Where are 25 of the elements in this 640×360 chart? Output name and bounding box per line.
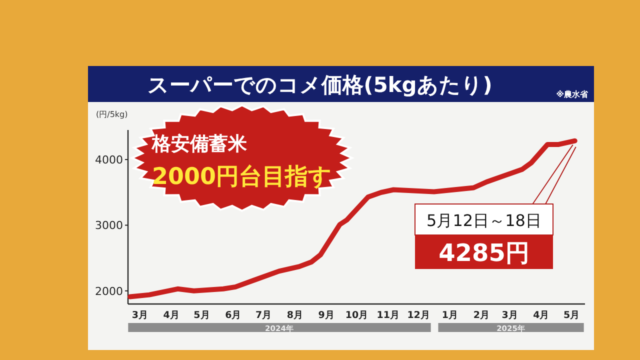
x-tick-label: 7月 bbox=[255, 310, 272, 321]
annotation: 2000円台目指す bbox=[152, 164, 332, 190]
x-tick-label: 8月 bbox=[286, 310, 304, 321]
x-tick-label: 6月 bbox=[225, 310, 242, 321]
annotation: 格安備蓄米 bbox=[151, 133, 248, 155]
x-tick-label: 3月 bbox=[132, 310, 148, 321]
x-tick-label: 5月 bbox=[564, 310, 580, 321]
x-tick-label: 12月 bbox=[407, 310, 430, 321]
x-tick-label: 2月 bbox=[473, 310, 490, 321]
x-tick-label: 5月 bbox=[194, 310, 210, 321]
x-tick-label: 10月 bbox=[345, 310, 369, 321]
x-tick-label: 4月 bbox=[163, 310, 180, 321]
annotation: 5月12日～18日 bbox=[426, 211, 542, 230]
x-tick-label: 4月 bbox=[533, 310, 550, 321]
y-tick-label: 4000 bbox=[95, 154, 123, 167]
y-axis-title: (円/5kg) bbox=[96, 110, 128, 119]
annotation: 4285円 bbox=[438, 239, 530, 267]
text: ※農水省 bbox=[556, 90, 589, 99]
y-tick-label: 2000 bbox=[95, 284, 123, 298]
x-tick-label: 3月 bbox=[502, 310, 518, 321]
x-tick-label: 11月 bbox=[376, 310, 400, 321]
x-tick-label: 9月 bbox=[318, 310, 335, 321]
x-tick-label: 1月 bbox=[442, 310, 459, 321]
y-tick-label: 3000 bbox=[95, 219, 123, 232]
chart-title: スーパーでのコメ価格(5kgあたり) bbox=[148, 73, 492, 97]
